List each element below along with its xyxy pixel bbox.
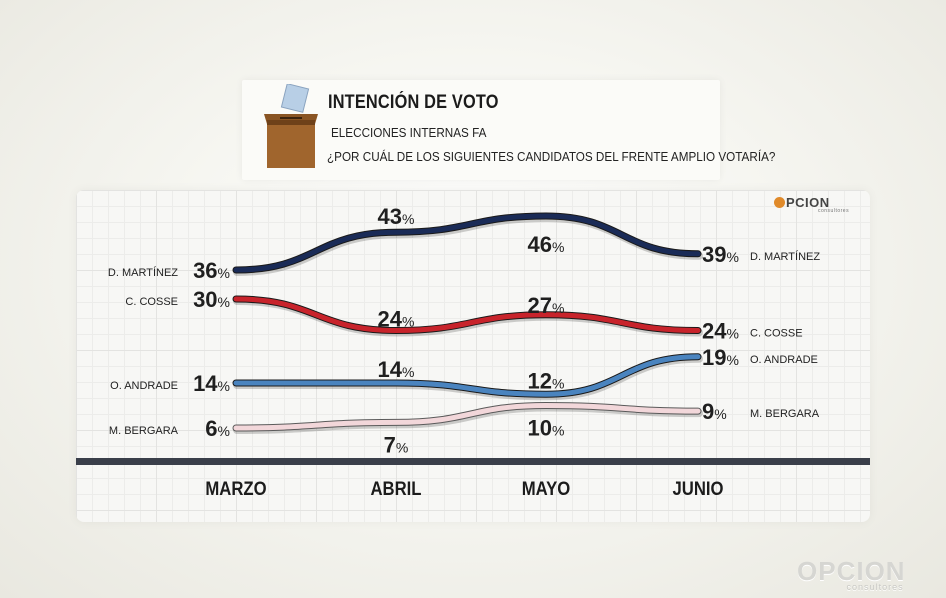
logo-circle-icon: [774, 197, 785, 208]
chart-panel: [76, 190, 870, 522]
series-line: [233, 296, 701, 334]
data-label: 36%: [193, 258, 230, 283]
series-line: [233, 402, 701, 431]
data-label: 27%: [528, 293, 565, 318]
data-label: 24%: [378, 307, 415, 332]
title-card: [242, 80, 720, 180]
data-label: 10%: [528, 416, 565, 441]
x-tick-label: MARZO: [205, 478, 266, 499]
x-tick-label: MAYO: [522, 478, 571, 499]
opcion-logo-top: PCION consultores: [774, 195, 849, 214]
data-label: 46%: [528, 232, 565, 257]
series-line: [233, 213, 701, 273]
data-label: 30%: [193, 287, 230, 312]
watermark-subtext: consultores: [846, 582, 904, 592]
logo-top-text: PCION: [786, 195, 830, 210]
series-name-left: C. COSSE: [125, 296, 178, 308]
data-label: 39%: [702, 242, 739, 267]
series-name-right: M. BERGARA: [750, 408, 820, 420]
chart-subtitle: ELECCIONES INTERNAS FA: [331, 125, 487, 140]
ballot-box-icon: [264, 84, 318, 168]
data-label: 6%: [205, 416, 230, 441]
series-name-left: D. MARTÍNEZ: [108, 266, 178, 279]
data-label: 14%: [193, 371, 230, 396]
data-label: 9%: [702, 399, 727, 424]
data-label: 12%: [528, 368, 565, 393]
x-tick-label: JUNIO: [672, 478, 723, 499]
data-label: 7%: [384, 432, 409, 457]
series-name-right: D. MARTÍNEZ: [750, 250, 820, 263]
data-label: 14%: [378, 357, 415, 382]
logo-top-subtext: consultores: [818, 208, 850, 214]
data-label: 24%: [702, 319, 739, 344]
series-name-right: C. COSSE: [750, 328, 803, 340]
series-line: [233, 354, 701, 397]
opcion-watermark: OPCION consultores: [797, 556, 906, 592]
series-name-left: M. BERGARA: [109, 425, 179, 437]
data-label: 43%: [378, 204, 415, 229]
survey-question: ¿POR CUÁL DE LOS SIGUIENTES CANDIDATOS D…: [327, 149, 776, 164]
series-name-left: O. ANDRADE: [110, 380, 178, 392]
x-axis-bar: [76, 458, 870, 465]
data-label: 19%: [702, 345, 739, 370]
chart-title: INTENCIÓN DE VOTO: [328, 92, 499, 113]
x-tick-label: ABRIL: [370, 478, 421, 499]
series-name-right: O. ANDRADE: [750, 354, 818, 366]
series-line-shadow: [233, 297, 703, 337]
watermark-text: OPCION: [797, 556, 906, 586]
